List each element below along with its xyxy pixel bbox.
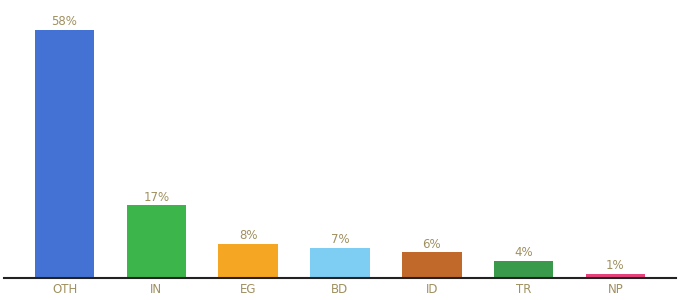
Bar bbox=[494, 261, 554, 278]
Bar bbox=[585, 274, 645, 278]
Bar bbox=[402, 252, 462, 278]
Text: 58%: 58% bbox=[52, 15, 78, 28]
Text: 4%: 4% bbox=[514, 246, 533, 259]
Text: 6%: 6% bbox=[422, 238, 441, 250]
Bar bbox=[126, 205, 186, 278]
Bar bbox=[310, 248, 370, 278]
Text: 17%: 17% bbox=[143, 190, 169, 203]
Bar bbox=[218, 244, 278, 278]
Bar bbox=[35, 30, 95, 278]
Text: 1%: 1% bbox=[606, 259, 625, 272]
Text: 8%: 8% bbox=[239, 229, 258, 242]
Text: 7%: 7% bbox=[330, 233, 350, 246]
